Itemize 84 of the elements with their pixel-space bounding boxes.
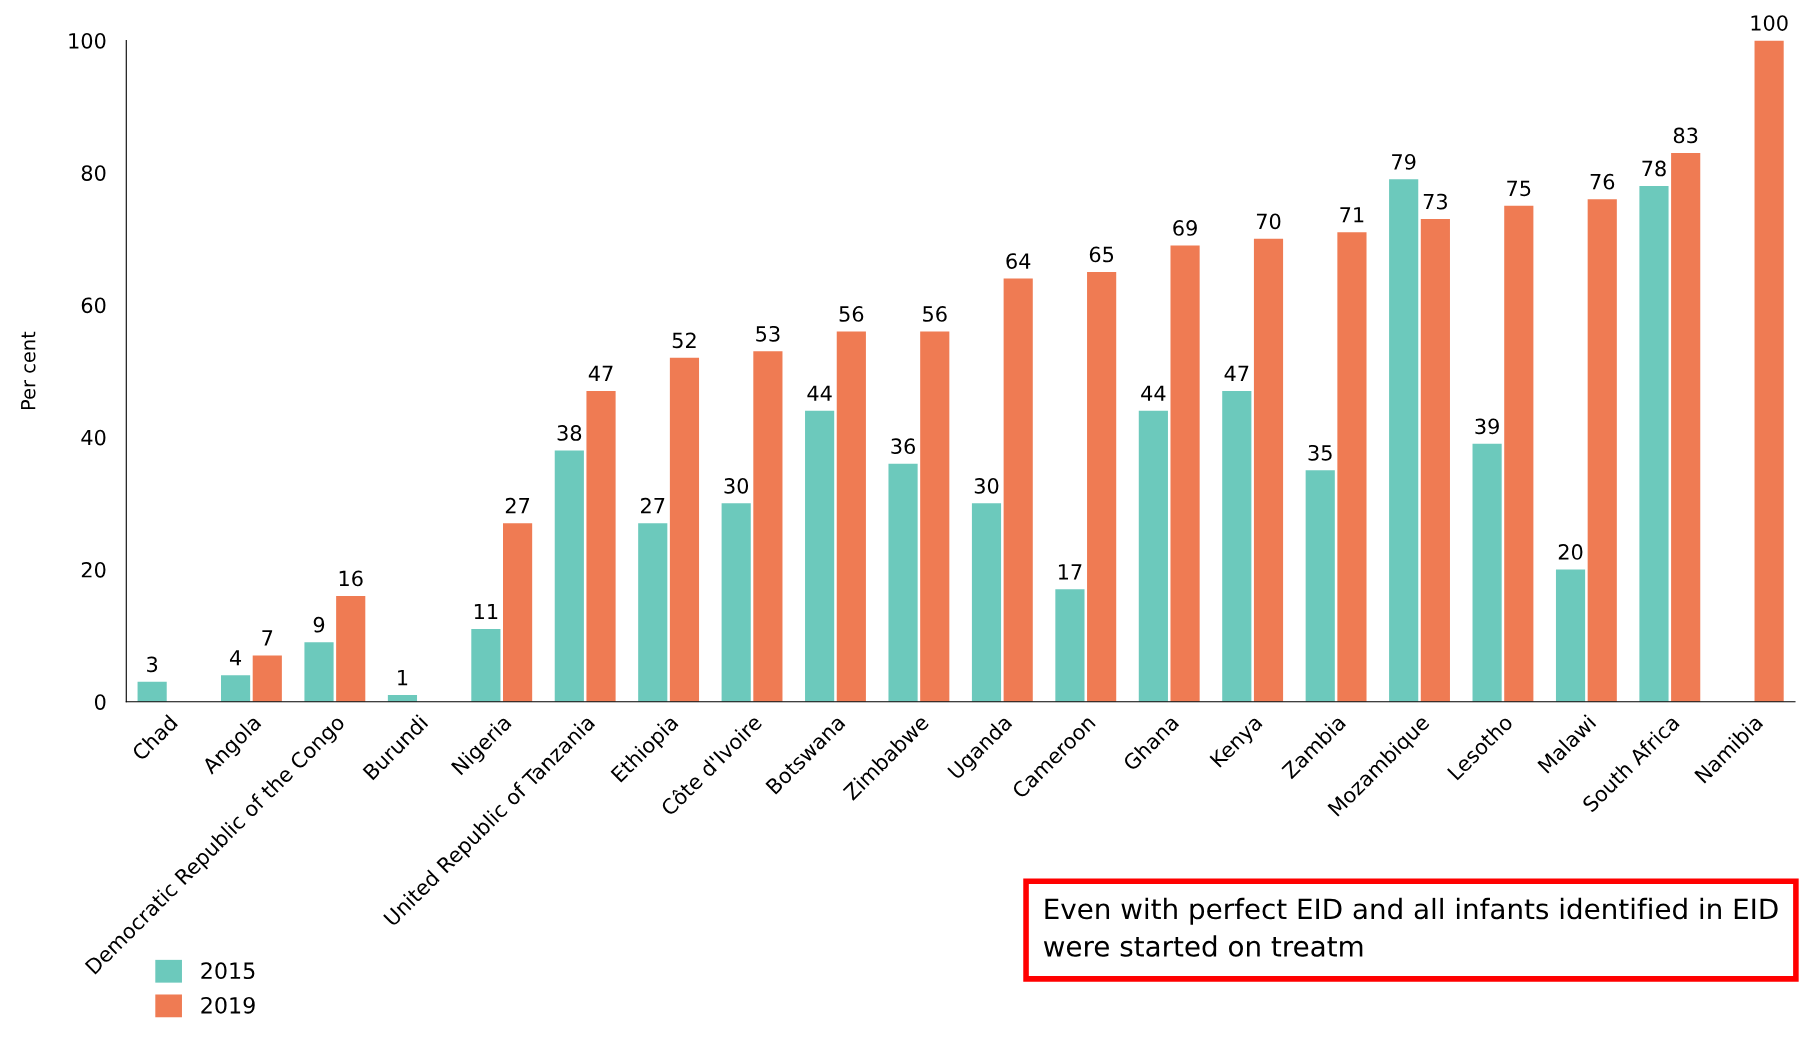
data-label: 39 — [1475, 418, 1499, 435]
bar — [836, 331, 866, 702]
data-label: 69 — [1173, 220, 1197, 236]
data-label: 47 — [1224, 365, 1249, 382]
bar — [1337, 232, 1367, 702]
data-label: 73 — [1423, 193, 1447, 210]
bar — [638, 523, 668, 702]
data-label: 7 — [262, 630, 273, 646]
data-label: 1 — [398, 670, 408, 686]
bar — [1420, 219, 1450, 702]
y-tick-label: 80 — [81, 165, 106, 181]
data-label: 53 — [756, 325, 780, 342]
bar — [1170, 245, 1200, 702]
data-label: 52 — [672, 332, 696, 349]
data-label: 78 — [1642, 160, 1666, 177]
y-tick-label: 60 — [81, 297, 106, 314]
bar — [1504, 205, 1534, 702]
bar — [721, 503, 751, 702]
bar — [1055, 589, 1085, 702]
bar — [1639, 185, 1669, 702]
y-tick-label: 40 — [81, 429, 106, 446]
data-label: 20 — [1558, 544, 1583, 560]
data-label: 44 — [1141, 385, 1166, 401]
data-label: 79 — [1392, 153, 1416, 170]
bar — [1389, 179, 1419, 702]
data-label: 9 — [313, 616, 325, 633]
data-label: 30 — [974, 477, 999, 494]
bar — [1253, 238, 1284, 702]
bar — [503, 523, 533, 702]
data-label: 76 — [1590, 173, 1615, 190]
data-label: 27 — [641, 497, 665, 514]
bar — [1555, 569, 1586, 702]
bar — [1003, 278, 1033, 702]
data-label: 47 — [588, 365, 613, 382]
bar — [252, 655, 282, 702]
bar — [1087, 271, 1117, 702]
bar — [387, 695, 418, 702]
data-label: 83 — [1673, 127, 1698, 144]
bar — [669, 357, 700, 702]
bar — [888, 463, 918, 702]
y-tick-label: 20 — [81, 561, 106, 578]
y-axis-title: Per cent — [21, 331, 36, 410]
bar — [221, 675, 251, 702]
data-label: 100 — [1751, 15, 1788, 31]
bar — [971, 503, 1002, 702]
bar — [304, 642, 334, 702]
bar — [137, 681, 167, 702]
data-label: 30 — [724, 477, 749, 494]
data-label: 44 — [807, 385, 832, 401]
data-label: 71 — [1340, 207, 1364, 223]
data-label: 35 — [1308, 444, 1332, 461]
data-label: 70 — [1256, 213, 1281, 230]
bar — [586, 390, 616, 702]
data-label: 4 — [229, 650, 242, 666]
data-label: 11 — [474, 603, 498, 620]
bar — [1305, 470, 1335, 702]
bar — [753, 351, 783, 702]
y-tick-label: 100 — [69, 32, 106, 49]
data-label: 3 — [147, 656, 158, 673]
data-label: 56 — [923, 306, 947, 322]
text: Even with perfect EID and all infants identified in EID were started on treatm — [1043, 897, 1778, 957]
legend-label: 2019 — [201, 996, 255, 1014]
legend-label: 2015 — [201, 962, 255, 980]
bar — [1138, 410, 1168, 702]
data-label: 75 — [1507, 180, 1531, 197]
bar — [920, 331, 950, 702]
data-label: 65 — [1089, 246, 1114, 263]
data-label: 38 — [557, 425, 582, 441]
y-tick-label: 0 — [94, 694, 106, 710]
data-label: 64 — [1006, 253, 1031, 269]
bar — [1472, 443, 1502, 702]
bar — [805, 410, 835, 702]
bar — [471, 628, 501, 702]
bar — [336, 595, 366, 702]
bar — [1587, 199, 1617, 702]
bar — [1671, 152, 1701, 702]
bar — [554, 450, 584, 702]
bar — [1222, 390, 1252, 702]
bar — [1754, 40, 1784, 702]
data-label: 36 — [891, 438, 915, 455]
data-label: 17 — [1058, 564, 1082, 580]
data-label: 16 — [339, 570, 363, 587]
data-label: 27 — [505, 497, 530, 514]
data-label: 56 — [839, 306, 864, 322]
